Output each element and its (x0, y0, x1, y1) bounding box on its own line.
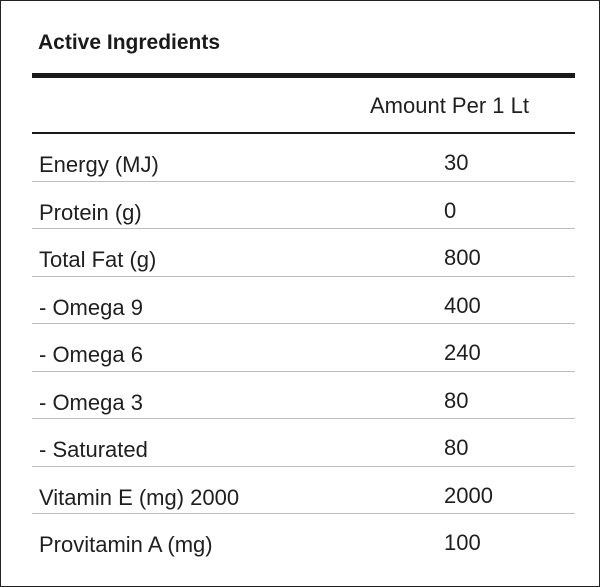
header-divider (32, 132, 575, 134)
ingredient-name: Provitamin A (mg) (39, 532, 213, 557)
ingredient-amount: 240 (444, 340, 481, 365)
table-row: Vitamin E (mg) 2000 2000 (32, 467, 575, 514)
table-row: Protein (g) 0 (32, 182, 575, 229)
panel-title: Active Ingredients (38, 31, 221, 54)
table-row: Provitamin A (mg) 100 (32, 514, 575, 562)
table-row: - Omega 3 80 (32, 372, 575, 419)
ingredient-amount: 400 (444, 292, 481, 318)
ingredient-amount: 80 (444, 435, 469, 460)
table-row: - Saturated 80 (32, 419, 575, 467)
table-row: - Omega 6 240 (32, 324, 575, 372)
amount-column-header: Amount Per 1 Lt (370, 93, 529, 118)
ingredient-name: Total Fat (g) (39, 247, 157, 272)
ingredient-name: - Omega 6 (39, 342, 143, 367)
ingredient-amount: 100 (444, 530, 481, 555)
ingredient-amount: 2000 (444, 482, 493, 508)
ingredient-amount: 800 (444, 245, 481, 270)
ingredient-amount: 0 (444, 197, 457, 223)
ingredient-name: Protein (g) (39, 199, 142, 225)
ingredient-name: Energy (MJ) (39, 152, 159, 177)
ingredients-table: Energy (MJ) 30 Protein (g) 0 Total Fat (… (32, 134, 575, 562)
table-row: Energy (MJ) 30 (32, 134, 575, 182)
ingredient-amount: 80 (444, 387, 469, 413)
ingredient-name: Vitamin E (mg) 2000 (39, 484, 240, 510)
title-divider (32, 73, 575, 78)
ingredient-name: - Saturated (39, 437, 148, 462)
table-row: - Omega 9 400 (32, 277, 575, 324)
ingredient-name: - Omega 9 (39, 294, 143, 320)
table-row: Total Fat (g) 800 (32, 229, 575, 277)
ingredient-amount: 30 (444, 150, 469, 175)
ingredient-name: - Omega 3 (39, 389, 143, 415)
